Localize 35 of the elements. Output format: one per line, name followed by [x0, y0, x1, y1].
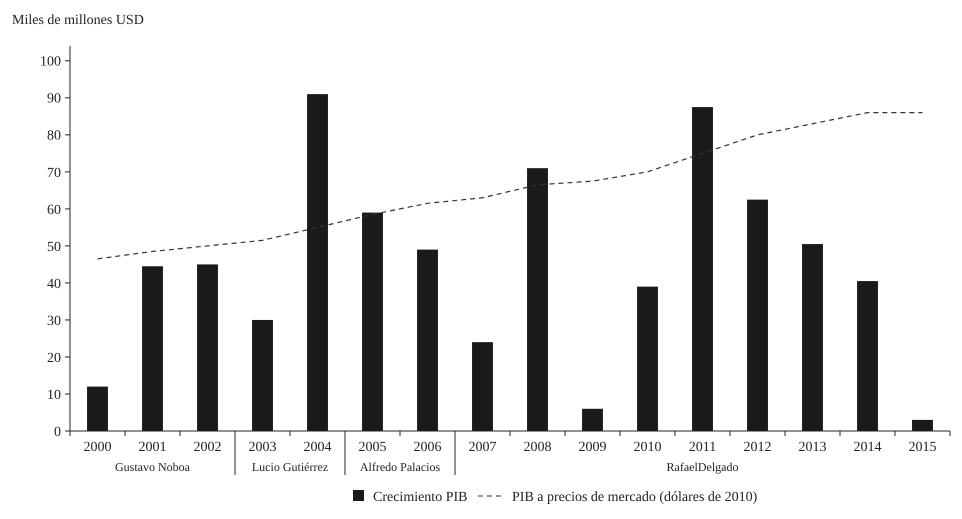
- y-tick-label: 100: [40, 54, 61, 70]
- x-tick-label: 2012: [744, 440, 772, 455]
- y-tick-label: 10: [47, 388, 61, 403]
- x-tick-label: 2000: [84, 440, 112, 455]
- x-tick-label: 2007: [468, 440, 496, 455]
- x-tick-label: 2003: [248, 440, 276, 455]
- x-tick-label: 2001: [138, 440, 166, 455]
- y-axis-title: Miles de millones USD: [12, 13, 144, 28]
- x-tick-label: 2011: [688, 440, 716, 455]
- line-series: [96, 112, 924, 260]
- y-tick-label: 70: [47, 166, 61, 181]
- y-tick-label: 80: [47, 128, 61, 144]
- x-tick-label: 2014: [854, 440, 882, 455]
- text: Alfredo Palacios: [360, 460, 440, 474]
- text: RafaelDelgado: [666, 460, 738, 474]
- x-tick-label: 2004: [304, 440, 332, 455]
- text: Gustavo Noboa: [115, 460, 191, 474]
- x-tick-label: 2002: [194, 440, 222, 455]
- x-tick-label: 2010: [634, 440, 662, 455]
- legend-label: PIB a precios de mercado (dólares de 2010): [512, 490, 758, 505]
- x-tick-label: 2008: [524, 440, 552, 455]
- legend-label: Crecimiento PIB: [373, 490, 468, 505]
- y-tick-label: 50: [47, 240, 61, 255]
- y-tick-label: 0: [54, 424, 61, 440]
- x-tick-label: 2005: [358, 440, 386, 455]
- y-tick-label: 90: [47, 92, 61, 107]
- x-tick-label: 2015: [908, 440, 936, 455]
- x-tick-label: 2006: [414, 440, 442, 455]
- y-tick-label: 30: [47, 314, 61, 329]
- y-tick-label: 60: [47, 202, 61, 218]
- x-tick-label: 2013: [798, 440, 826, 455]
- y-tick-label: 20: [47, 350, 61, 366]
- y-tick-label: 40: [47, 276, 61, 292]
- text: Lucio Gutiérrez: [252, 460, 328, 474]
- x-tick-label: 2009: [578, 440, 606, 455]
